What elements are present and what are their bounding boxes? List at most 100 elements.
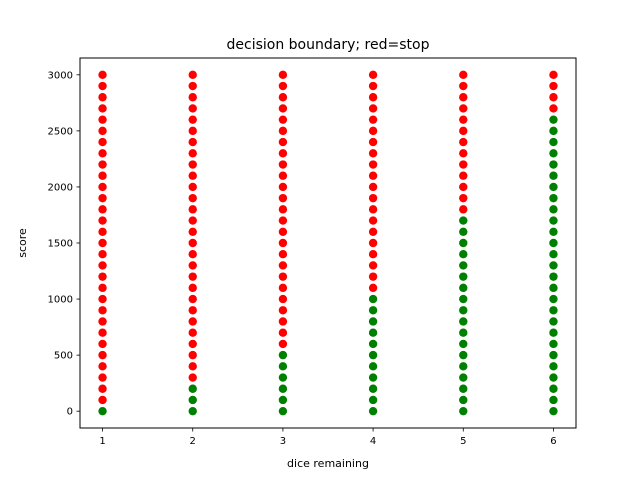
stop-point (278, 137, 288, 147)
stop-point (98, 126, 107, 136)
continue-point (549, 317, 558, 326)
stop-point (98, 261, 107, 270)
stop-point (459, 193, 468, 203)
stop-point (188, 115, 197, 124)
continue-point (549, 272, 558, 281)
continue-point (459, 272, 468, 281)
stop-point (368, 149, 378, 158)
stop-point (98, 182, 107, 192)
continue-point (459, 384, 468, 393)
stop-point (278, 306, 288, 315)
continue-point (549, 126, 558, 136)
continue-point (459, 306, 468, 315)
x-tick-label: 1 (99, 436, 105, 447)
stop-point (549, 93, 558, 102)
stop-point (188, 317, 197, 326)
continue-point (549, 261, 558, 270)
stop-point (459, 171, 468, 180)
stop-point (368, 126, 378, 136)
stop-point (278, 339, 288, 349)
stop-point (98, 306, 107, 315)
x-tick-label: 6 (550, 436, 556, 447)
continue-point (278, 406, 288, 416)
stop-point (278, 317, 288, 326)
continue-point (459, 339, 468, 349)
stop-point (98, 339, 107, 349)
stop-point (278, 70, 288, 80)
stop-point (98, 104, 107, 113)
continue-point (549, 328, 558, 337)
continue-point (368, 294, 378, 304)
stop-point (368, 283, 378, 293)
stop-point (368, 182, 378, 192)
continue-point (459, 261, 468, 270)
continue-point (549, 227, 558, 236)
stop-point (98, 216, 107, 225)
stop-point (278, 149, 288, 158)
stop-point (459, 115, 468, 124)
stop-point (549, 104, 558, 113)
continue-point (549, 171, 558, 180)
stop-point (98, 350, 107, 360)
stop-point (98, 227, 107, 236)
stop-point (278, 205, 288, 214)
stop-point (188, 283, 197, 293)
stop-point (188, 149, 197, 158)
continue-point (459, 283, 468, 293)
continue-point (549, 384, 558, 393)
stop-point (459, 104, 468, 113)
stop-point (278, 182, 288, 192)
stop-point (188, 227, 197, 236)
stop-point (368, 272, 378, 281)
continue-point (368, 395, 378, 405)
y-tick-label: 0 (67, 407, 73, 418)
stop-point (368, 193, 378, 203)
stop-point (278, 328, 288, 337)
stop-point (98, 160, 107, 169)
x-axis-label: dice remaining (287, 457, 369, 470)
stop-point (98, 171, 107, 180)
stop-point (188, 81, 197, 91)
stop-point (459, 81, 468, 91)
stop-point (98, 70, 107, 80)
stop-point (98, 115, 107, 124)
stop-point (188, 126, 197, 136)
stop-point (98, 149, 107, 158)
stop-point (188, 205, 197, 214)
stop-point (368, 70, 378, 80)
continue-point (549, 373, 558, 382)
stop-point (188, 193, 197, 203)
stop-point (98, 373, 107, 382)
stop-point (98, 250, 107, 259)
stop-point (368, 115, 378, 124)
continue-point (549, 250, 558, 259)
continue-point (459, 250, 468, 259)
continue-point (368, 373, 378, 382)
continue-point (459, 216, 468, 225)
stop-point (459, 137, 468, 147)
stop-point (459, 205, 468, 214)
stop-point (188, 294, 197, 304)
x-axis: 1 2 3 4 5 6 (99, 428, 557, 447)
stop-point (459, 93, 468, 102)
y-tick-label: 2500 (48, 126, 73, 137)
stop-point (278, 216, 288, 225)
continue-point (549, 339, 558, 349)
stop-point (368, 238, 378, 248)
continue-point (549, 294, 558, 304)
continue-point (549, 182, 558, 192)
stop-point (98, 362, 107, 371)
continue-point (368, 350, 378, 360)
continue-point (549, 205, 558, 214)
stop-point (278, 81, 288, 91)
stop-point (459, 149, 468, 158)
continue-point (188, 395, 197, 405)
stop-point (368, 93, 378, 102)
stop-point (98, 328, 107, 337)
chart-title: decision boundary; red=stop (227, 37, 430, 53)
continue-point (549, 193, 558, 203)
stop-point (368, 216, 378, 225)
stop-point (278, 93, 288, 102)
